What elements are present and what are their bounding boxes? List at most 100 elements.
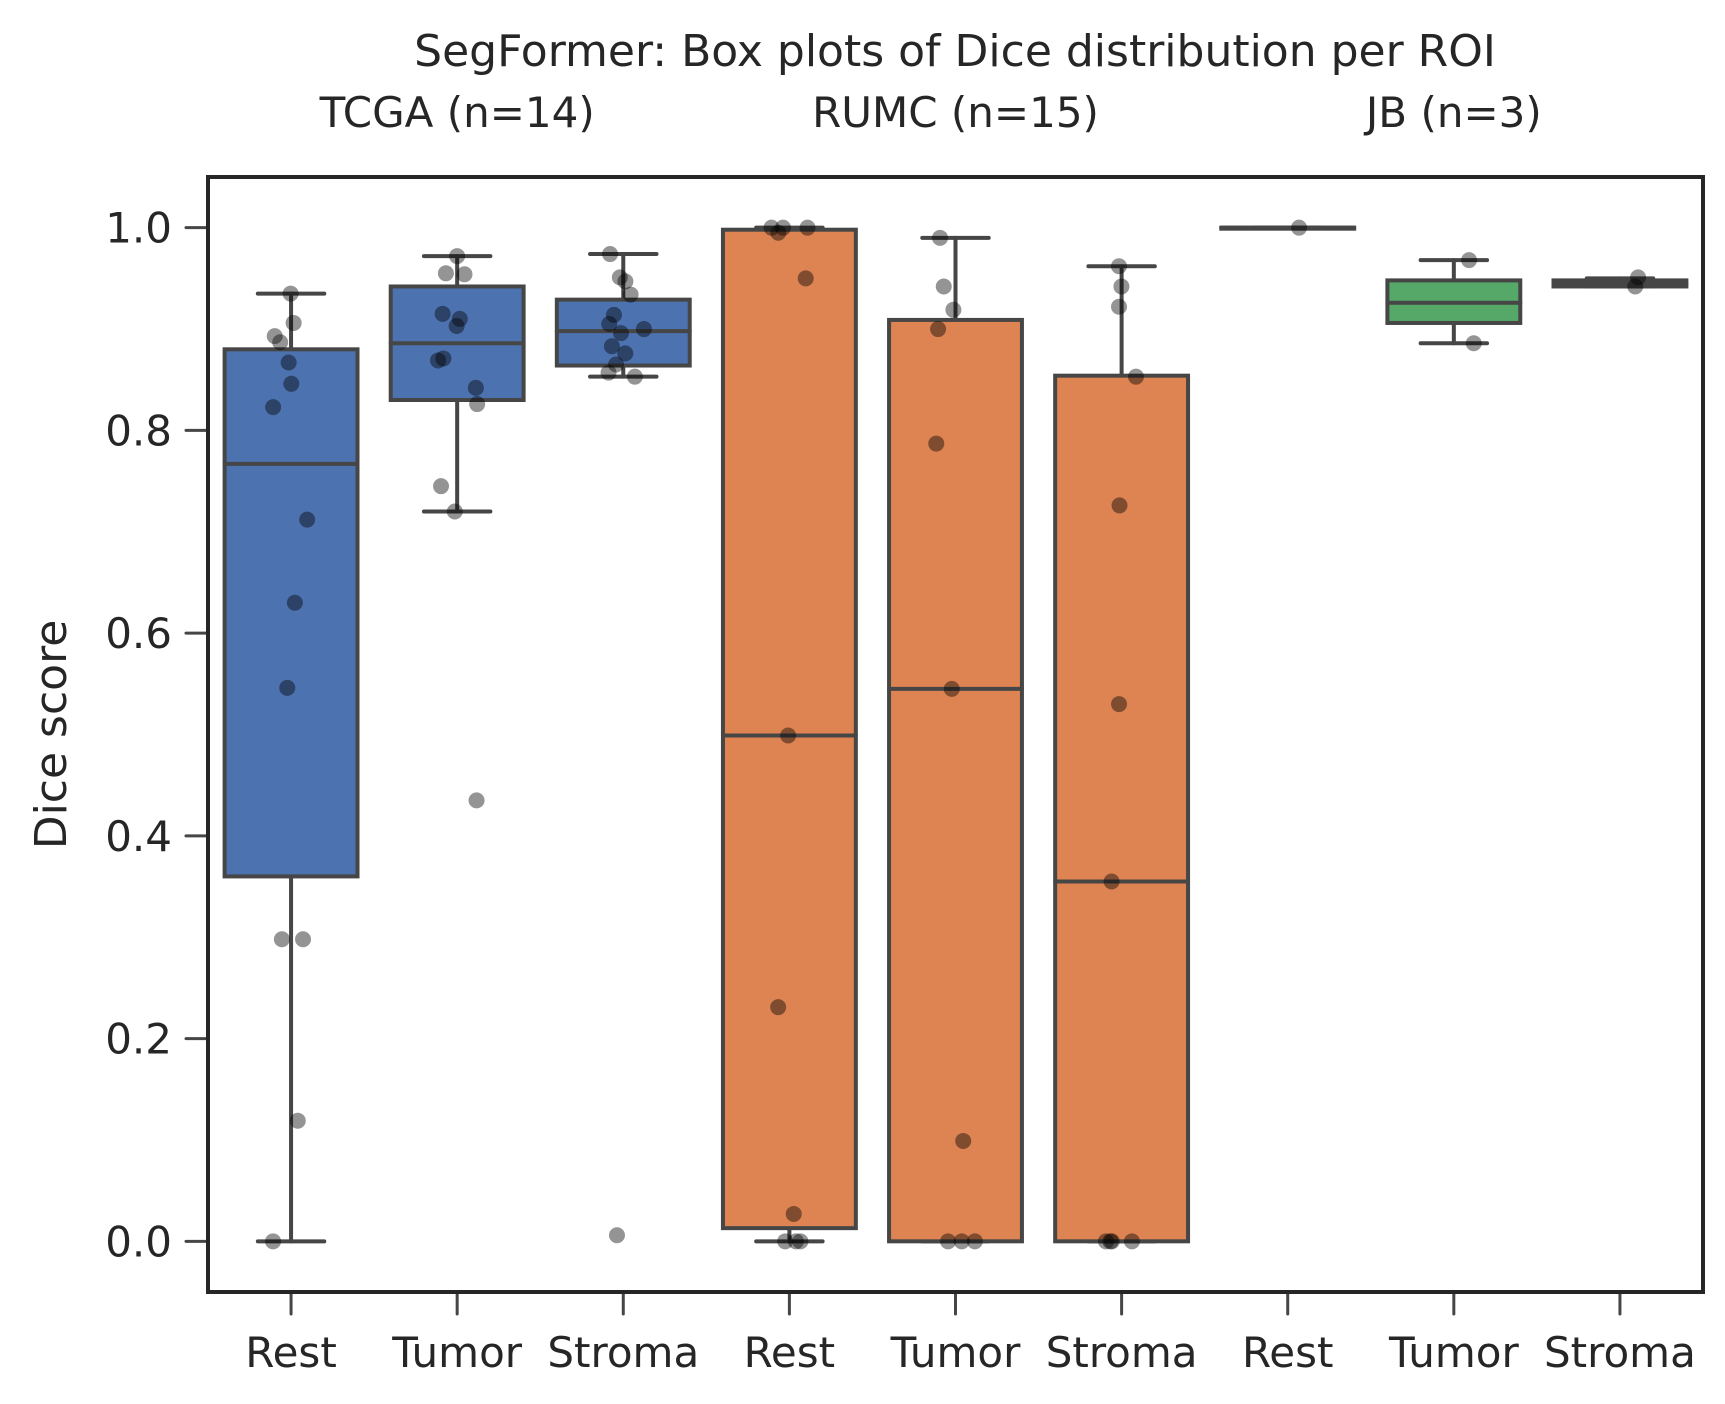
- box-4: [720, 225, 858, 1244]
- data-point: [1103, 1233, 1120, 1250]
- data-point: [770, 224, 787, 241]
- data-point: [787, 1233, 804, 1250]
- data-point: [932, 229, 949, 246]
- data-point: [1111, 298, 1128, 315]
- box-body: [222, 347, 360, 879]
- data-point: [289, 1112, 306, 1129]
- data-point: [265, 1233, 282, 1250]
- box-1: [222, 291, 360, 1244]
- data-point: [943, 680, 960, 697]
- data-point: [469, 396, 486, 413]
- data-point: [945, 301, 962, 318]
- data-point: [935, 278, 952, 295]
- data-point: [272, 334, 289, 351]
- data-point: [602, 246, 619, 263]
- data-point: [603, 338, 620, 355]
- data-point: [777, 1233, 794, 1250]
- data-point: [286, 594, 303, 611]
- x-tick-label: Rest: [245, 1328, 337, 1377]
- data-point: [930, 321, 947, 338]
- data-point: [612, 325, 629, 342]
- data-point: [635, 321, 652, 338]
- box-body: [1053, 373, 1191, 1244]
- x-tick-label: Tumor: [1388, 1328, 1520, 1377]
- data-point: [434, 305, 451, 322]
- x-tick-label: Tumor: [890, 1328, 1022, 1377]
- data-point: [955, 1132, 972, 1149]
- data-point: [1110, 258, 1127, 275]
- data-point: [1128, 368, 1145, 385]
- y-axis-label: Dice score: [26, 620, 77, 850]
- data-point: [1113, 278, 1130, 295]
- data-point: [601, 315, 618, 332]
- data-point: [763, 219, 780, 236]
- x-tick-label: Rest: [744, 1328, 836, 1377]
- data-point: [770, 999, 787, 1016]
- data-point: [283, 375, 300, 392]
- x-tick-label: Rest: [1242, 1328, 1334, 1377]
- y-tick-label: 1.0: [105, 204, 172, 253]
- box-3: [554, 252, 692, 379]
- data-point: [608, 356, 625, 373]
- data-point: [799, 219, 816, 236]
- box-body: [720, 227, 858, 1231]
- text-layer: Rest Tumor Stroma Rest Tumor Stroma Rest Tumor S…: [26, 26, 1696, 1377]
- data-point: [1102, 1233, 1119, 1250]
- group-label: TCGA (n=14): [319, 88, 595, 137]
- data-point: [622, 286, 639, 303]
- data-point: [430, 352, 447, 369]
- data-point: [611, 269, 628, 286]
- data-point: [449, 248, 466, 265]
- box-7: [1219, 225, 1357, 231]
- data-point: [468, 792, 485, 809]
- x-tick-label: Stroma: [547, 1328, 699, 1377]
- x-tick-label: Stroma: [1046, 1328, 1198, 1377]
- data-point: [928, 435, 945, 452]
- data-point: [1461, 252, 1478, 269]
- box-5: [887, 235, 1024, 1244]
- data-point: [282, 285, 299, 302]
- data-point: [966, 1233, 983, 1250]
- data-point: [1630, 269, 1647, 286]
- data-point: [437, 265, 454, 282]
- data-point: [273, 931, 290, 948]
- data-point: [451, 310, 468, 327]
- plot-frame: [206, 175, 1705, 1294]
- axes-layer: [184, 175, 1705, 1316]
- data-point: [448, 318, 465, 335]
- box-body: [887, 317, 1024, 1244]
- data-point: [617, 345, 634, 362]
- data-point: [1097, 1233, 1114, 1250]
- data-point: [797, 270, 814, 287]
- x-tick-label: Stroma: [1544, 1328, 1696, 1377]
- data-point: [1123, 1233, 1140, 1250]
- y-tick-label: 0.4: [105, 812, 172, 861]
- data-point: [266, 328, 283, 345]
- group-label: JB (n=3): [1363, 88, 1542, 137]
- y-tick-label: 0.2: [105, 1015, 172, 1064]
- data-point: [780, 727, 797, 744]
- data-point: [608, 1227, 625, 1244]
- data-point: [792, 1233, 809, 1250]
- data-point: [279, 679, 296, 696]
- x-tick-label: Tumor: [391, 1328, 523, 1377]
- data-point: [953, 1233, 970, 1250]
- box-9: [1551, 276, 1689, 289]
- data-point: [785, 1205, 802, 1222]
- data-point: [456, 266, 473, 283]
- data-point: [467, 379, 484, 396]
- data-point: [1627, 278, 1644, 295]
- data-point: [265, 399, 282, 416]
- y-tick-label: 0.8: [105, 406, 172, 455]
- data-point: [1291, 219, 1308, 236]
- data-point: [1103, 873, 1120, 890]
- data-point: [280, 354, 297, 371]
- boxes-layer: [222, 225, 1689, 1244]
- data-point: [617, 273, 634, 290]
- data-point: [299, 511, 316, 528]
- data-point: [433, 478, 450, 495]
- data-point: [446, 503, 463, 520]
- data-point: [435, 350, 452, 367]
